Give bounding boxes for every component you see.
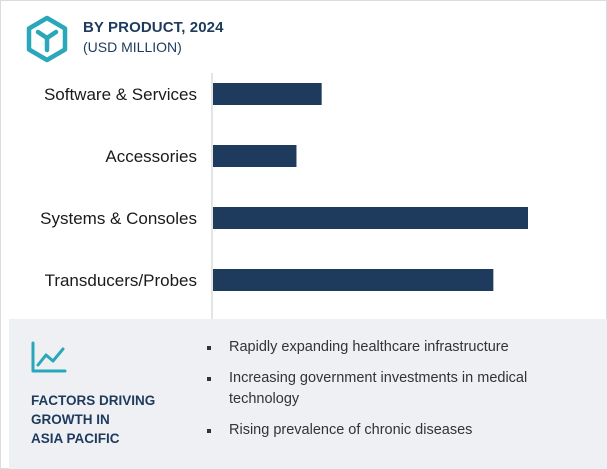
factor-text: Increasing government investments in med… xyxy=(229,370,528,407)
factor-item: Rapidly expanding healthcare infrastruct… xyxy=(205,337,595,358)
bar-systems-consoles xyxy=(213,207,528,229)
bullet-icon xyxy=(207,377,211,381)
bullet-icon xyxy=(207,429,211,433)
cube-logo-icon xyxy=(26,15,68,63)
category-label: Accessories xyxy=(105,147,197,166)
factor-text: Rapidly expanding healthcare infrastruct… xyxy=(229,339,509,355)
factors-title-line: FACTORS DRIVING xyxy=(31,393,156,408)
bar-chart: Software & Services Accessories Systems & … xyxy=(40,73,528,321)
growth-factors-panel: FACTORS DRIVING GROWTH IN ASIA PACIFIC R… xyxy=(9,319,607,469)
factor-item: Increasing government investments in med… xyxy=(205,368,595,410)
factor-text: Rising prevalence of chronic diseases xyxy=(229,422,473,438)
line-chart-icon xyxy=(31,341,67,373)
chart-subtitle: (USD MILLION) xyxy=(83,39,182,55)
bar-transducers-probes xyxy=(213,269,494,291)
bar-software-services xyxy=(213,83,322,105)
bar-accessories xyxy=(213,145,297,167)
factors-title-line: GROWTH IN xyxy=(31,412,110,427)
factors-title-line: ASIA PACIFIC xyxy=(31,431,120,446)
category-label: Software & Services xyxy=(44,85,197,104)
bullet-icon xyxy=(207,346,211,350)
factor-item: Rising prevalence of chronic diseases xyxy=(205,420,595,441)
factors-list: Rapidly expanding healthcare infrastruct… xyxy=(205,337,595,451)
category-label: Transducers/Probes xyxy=(45,271,197,290)
chart-title: BY PRODUCT, 2024 xyxy=(83,19,224,36)
factors-title: FACTORS DRIVING GROWTH IN ASIA PACIFIC xyxy=(31,391,201,448)
category-label: Systems & Consoles xyxy=(40,209,197,228)
